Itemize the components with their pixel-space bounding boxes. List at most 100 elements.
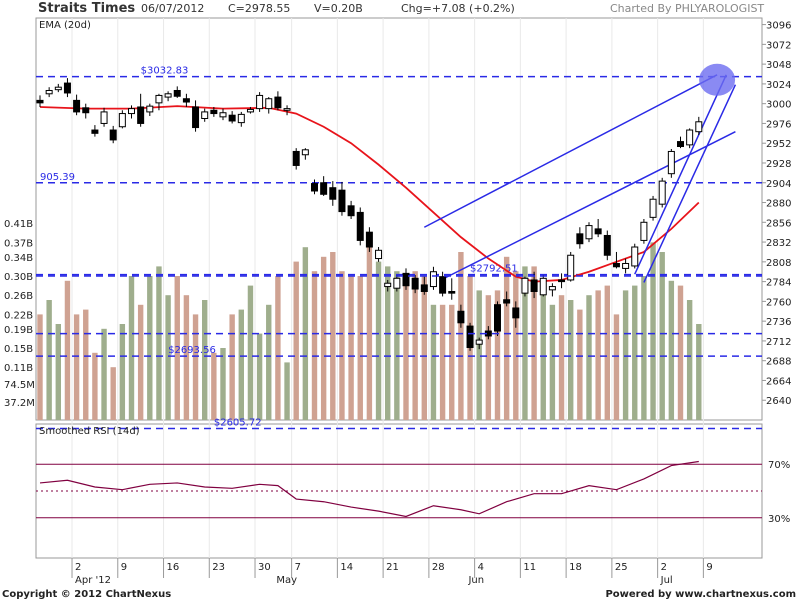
volume-bar <box>284 362 290 420</box>
level-label: $2605.72 <box>214 417 262 428</box>
volume-label: V=0.20B <box>314 2 363 15</box>
volume-bar <box>632 285 638 420</box>
candle-body <box>155 94 163 104</box>
candle-body <box>585 225 593 240</box>
candle-body <box>667 150 675 175</box>
candle-body <box>356 211 364 241</box>
candle-body <box>631 246 639 267</box>
candle-body <box>246 108 254 113</box>
volume-bar <box>366 242 373 420</box>
volume-bar <box>494 290 501 420</box>
candle-body <box>420 284 428 292</box>
charted-by-label: Charted By PHLYAROLOGIST <box>610 2 765 15</box>
price-y-tick-label: 2760 <box>766 297 791 308</box>
price-y-tick-label: 3000 <box>766 100 791 111</box>
volume-bar <box>192 314 199 420</box>
x-tick-label: 16 <box>167 562 180 573</box>
volume-bar <box>320 256 327 420</box>
volume-bar <box>677 285 684 420</box>
highlight-marker <box>699 63 736 96</box>
x-tick-label: 4 <box>478 562 484 573</box>
candle-body <box>329 187 337 200</box>
candle-body <box>640 221 648 241</box>
candle-body <box>439 276 447 294</box>
volume-bar <box>37 314 43 420</box>
volume-bar <box>101 328 107 420</box>
price-y-tick-label: 2808 <box>766 258 791 269</box>
x-tick-label: 2 <box>661 562 667 573</box>
volume-bar <box>568 300 574 420</box>
volume-bar <box>183 295 190 420</box>
candle-body <box>393 277 401 289</box>
volume-y-tick-label: 0.22B <box>4 310 33 321</box>
x-tick-label: 18 <box>569 562 582 573</box>
volume-bar <box>46 300 52 420</box>
price-y-tick-label: 2640 <box>766 396 791 407</box>
volume-bar <box>439 304 446 420</box>
candle-body <box>128 108 135 115</box>
copyright-label: Copyright © 2012 ChartNexus <box>2 589 172 600</box>
volume-bar <box>421 276 427 420</box>
price-y-tick-label: 2952 <box>766 139 791 150</box>
candle-body <box>677 141 684 148</box>
candle-body <box>146 105 154 113</box>
rsi-panel-frame <box>35 423 763 559</box>
candle-body <box>82 107 90 114</box>
volume-bar <box>403 285 409 420</box>
candle-body <box>548 286 556 291</box>
price-y-tick-label: 2736 <box>766 317 791 328</box>
volume-bar <box>595 290 601 420</box>
candle-body <box>521 277 529 294</box>
candle-body <box>512 307 520 319</box>
price-y-tick-label: 2880 <box>766 199 791 210</box>
volume-bar <box>293 261 299 420</box>
volume-bar <box>449 304 455 420</box>
price-y-tick-label: 3096 <box>766 21 791 32</box>
candle-body <box>402 272 410 287</box>
rsi-line <box>39 460 699 518</box>
volume-bar <box>385 266 391 420</box>
candle-body <box>192 106 200 129</box>
date-label: 06/07/2012 <box>141 2 205 15</box>
volume-bar <box>375 261 382 420</box>
volume-bar <box>165 295 171 420</box>
volume-bar <box>558 295 565 420</box>
volume-y-tick-label: 37.2M <box>4 398 35 409</box>
volume-bar <box>540 285 546 420</box>
candle-body <box>228 114 236 122</box>
volume-bar <box>128 276 135 420</box>
candle-body <box>164 93 172 98</box>
candle-body <box>292 150 300 166</box>
price-y-tick-label: 2976 <box>766 119 791 130</box>
candle-body <box>612 262 620 268</box>
candle-body <box>182 98 190 103</box>
volume-bar <box>330 252 336 420</box>
trendline <box>423 74 718 228</box>
price-y-tick-label: 2832 <box>766 238 791 249</box>
volume-bar <box>220 348 226 420</box>
volume-bar <box>275 276 281 420</box>
volume-bar <box>92 352 98 420</box>
candle-body <box>54 86 62 91</box>
x-month-label: Jul <box>660 575 673 586</box>
volume-bar <box>485 295 492 420</box>
candle-body <box>411 277 419 290</box>
price-y-tick-label: 2904 <box>766 179 791 190</box>
volume-bar <box>137 304 144 420</box>
volume-bar <box>522 266 528 420</box>
candle-body <box>695 121 703 133</box>
candle-body <box>503 299 511 304</box>
x-tick-label: 9 <box>121 562 127 573</box>
x-tick-label: 9 <box>706 562 712 573</box>
volume-bar <box>641 276 647 420</box>
x-month-label: Apr '12 <box>75 575 111 586</box>
candle-body <box>237 113 245 124</box>
volume-bar <box>696 324 702 420</box>
candle-body <box>530 279 538 292</box>
volume-bar <box>256 333 263 420</box>
volume-y-tick-label: 0.37B <box>4 238 33 249</box>
x-tick-label: 2 <box>75 562 81 573</box>
candle-body <box>301 149 309 156</box>
trendline <box>634 74 727 275</box>
volume-bar <box>394 271 400 420</box>
